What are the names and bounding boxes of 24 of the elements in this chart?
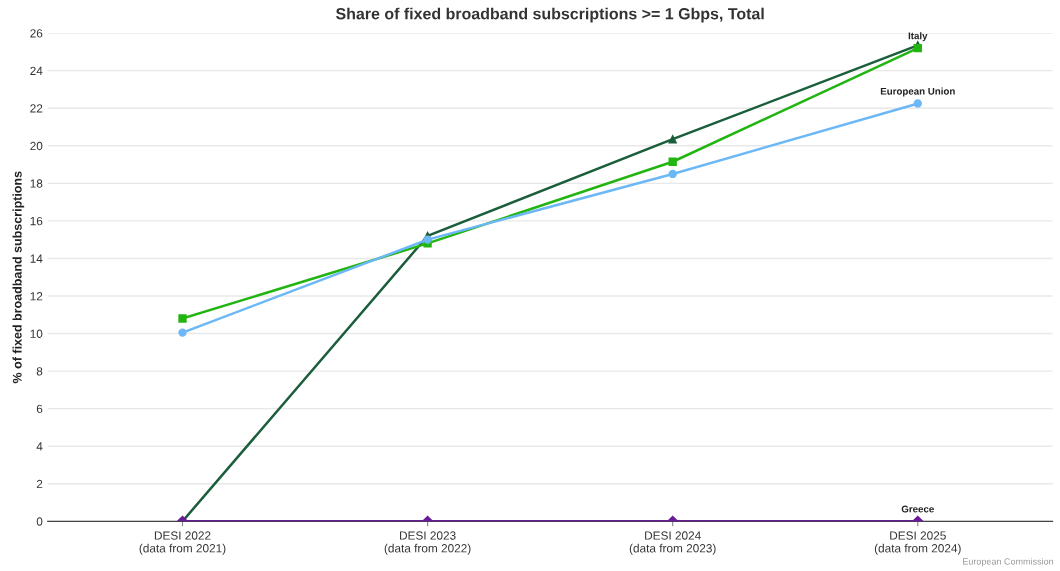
text: European Commission [963,558,1054,567]
y-tick-label: 4 [36,442,43,451]
y-tick-label: 10 [30,329,43,338]
series-label: Greece [901,505,934,513]
y-tick-label: 26 [30,29,43,38]
y-tick-label: 14 [30,254,43,263]
y-tick-label: 18 [30,179,43,188]
series-label: Italy [908,32,928,42]
y-tick-label: 0 [36,517,43,526]
series-label: European Union [880,87,955,97]
x-tick-label: DESI 2024 (data from 2023) [629,531,716,555]
y-tick-label: 24 [30,66,43,75]
x-tick-label: DESI 2025 (data from 2024) [874,531,961,555]
y-tick-label: 6 [36,404,43,414]
y-tick-label: 8 [36,367,43,376]
y-tick-label: 22 [30,104,43,113]
chart-title: Share of fixed broadband subscriptions >= 1 Gbps, Total [335,7,764,23]
y-tick-label: 2 [36,479,43,489]
x-tick-label: DESI 2022 (data from 2021) [139,531,226,555]
y-tick-label: 20 [30,141,43,151]
x-tick-label: DESI 2023 (data from 2022) [384,531,471,555]
y-tick-label: 12 [30,292,43,301]
y-tick-label: 16 [30,216,43,226]
y-axis-title: % of fixed broadband subscriptions [12,171,25,384]
